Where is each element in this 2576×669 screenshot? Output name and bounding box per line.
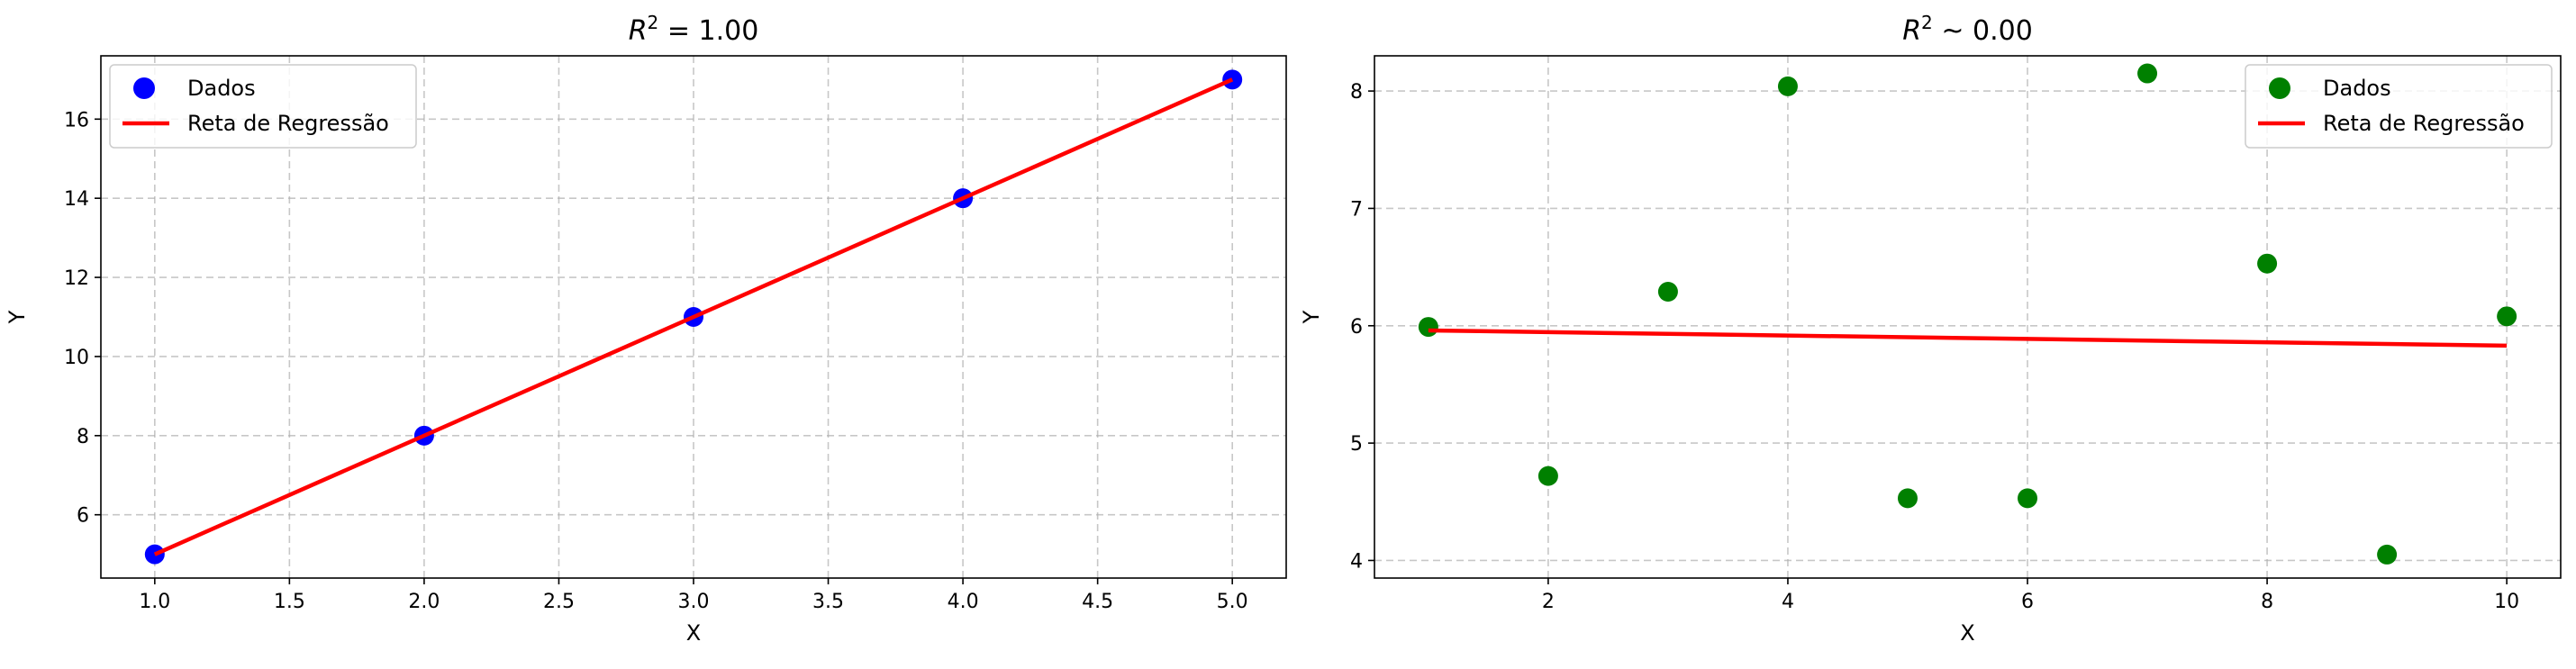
y-axis-label: Y bbox=[1299, 310, 1324, 324]
data-point bbox=[1537, 466, 1558, 486]
chart-title: R2 ~ 0.00 bbox=[1902, 12, 2033, 47]
y-tick-label: 7 bbox=[1350, 198, 1363, 221]
y-tick-label: 14 bbox=[64, 188, 89, 211]
data-point bbox=[1897, 488, 1918, 509]
legend-box bbox=[2245, 64, 2553, 149]
legend-label-dados: Dados bbox=[2323, 76, 2391, 101]
data-point bbox=[1418, 317, 1438, 338]
x-tick-label: 4.5 bbox=[1082, 591, 1113, 613]
x-axis-label: X bbox=[1960, 620, 1974, 646]
data-point bbox=[2257, 253, 2278, 274]
y-tick-label: 8 bbox=[1350, 81, 1363, 104]
regression-line bbox=[1428, 328, 2508, 348]
legend-label-dados: Dados bbox=[187, 76, 256, 101]
legend-marker-dados bbox=[2269, 77, 2290, 99]
legend-label-regression: Reta de Regressão bbox=[2323, 111, 2525, 136]
x-tick-label: 4.0 bbox=[948, 591, 979, 613]
x-tick-label: 6 bbox=[2021, 591, 2034, 613]
chart-panel-2: 2 4 6 8 10 4 5 6 7 8 X Y R2 ~ 0.00 Dados Reta de Regre… bbox=[1299, 12, 2562, 646]
legend: Dados Reta de Regressão bbox=[109, 64, 417, 149]
data-point bbox=[2377, 544, 2398, 565]
x-tick-label: 8 bbox=[2261, 591, 2273, 613]
x-tick-label: 5.0 bbox=[1217, 591, 1248, 613]
x-tick-label: 2.0 bbox=[408, 591, 440, 613]
x-axis-label: X bbox=[686, 620, 701, 646]
grid-lines bbox=[101, 56, 1286, 578]
x-tick-label: 2.5 bbox=[543, 591, 575, 613]
chart-title: R2 = 1.00 bbox=[629, 12, 759, 47]
data-point bbox=[2018, 488, 2038, 509]
x-tick-label: 10 bbox=[2494, 591, 2519, 613]
data-point bbox=[2137, 63, 2158, 84]
y-tick-label: 12 bbox=[64, 267, 89, 290]
regression-line bbox=[153, 77, 1234, 556]
legend-label-regression: Reta de Regressão bbox=[187, 111, 389, 136]
y-tick-label: 16 bbox=[64, 109, 89, 131]
y-tick-label: 6 bbox=[1350, 316, 1363, 339]
y-axis-label: Y bbox=[5, 310, 30, 324]
y-tick-label: 4 bbox=[1350, 550, 1363, 573]
legend-marker-dados bbox=[133, 77, 155, 99]
x-tick-label: 2 bbox=[1542, 591, 1555, 613]
y-tick-label: 8 bbox=[77, 426, 89, 448]
data-point bbox=[1777, 76, 1798, 96]
legend-box bbox=[109, 64, 417, 149]
legend: Dados Reta de Regressão bbox=[2245, 64, 2553, 149]
chart-panel-1: 1.0 1.5 2.0 2.5 3.0 3.5 4.0 4.5 5.0 6 8 10 12 14 16 X Y R… bbox=[5, 12, 1287, 646]
x-tick-label: 3.5 bbox=[812, 591, 844, 613]
x-tick-label: 1.5 bbox=[274, 591, 305, 613]
y-tick-label: 5 bbox=[1350, 433, 1363, 456]
y-tick-label: 10 bbox=[64, 347, 89, 369]
data-point bbox=[1657, 281, 1678, 302]
scatter-series bbox=[144, 69, 1243, 565]
x-tick-label: 1.0 bbox=[139, 591, 170, 613]
y-tick-label: 6 bbox=[77, 505, 89, 528]
x-tick-label: 3.0 bbox=[678, 591, 710, 613]
axes-frame bbox=[1374, 55, 2562, 579]
x-tick-label: 4 bbox=[1782, 591, 1794, 613]
data-point bbox=[2497, 306, 2517, 327]
